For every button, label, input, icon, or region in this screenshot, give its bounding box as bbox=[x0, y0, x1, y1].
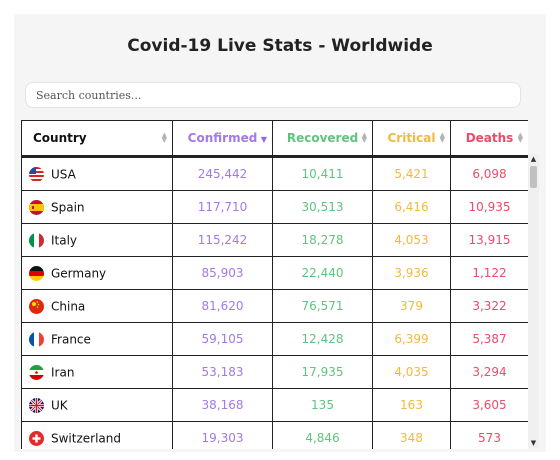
spain-flag-icon bbox=[29, 199, 44, 215]
iran-flag-icon bbox=[29, 364, 44, 380]
sort-icon: ▲ ▼ bbox=[517, 131, 523, 144]
column-header-label: Critical bbox=[387, 131, 436, 145]
column-header-label: Recovered bbox=[286, 131, 359, 145]
recovered-cell: 10,411 bbox=[272, 156, 373, 191]
recovered-cell: 135 bbox=[272, 388, 373, 422]
confirmed-cell: 19,303 bbox=[172, 421, 273, 449]
country-name: France bbox=[51, 332, 91, 346]
column-header-label: Country bbox=[33, 131, 87, 145]
table-row[interactable]: France 59,105 12,428 6,399 5,387 bbox=[21, 322, 528, 356]
column-header-recovered[interactable]: Recovered ▲ ▼ bbox=[272, 120, 373, 158]
stats-table: Country ▲ ▼ Confirmed ▼ Recovered ▲ ▼ Crit… bbox=[21, 120, 528, 449]
deaths-cell: 5,387 bbox=[450, 322, 528, 356]
country-cell: China bbox=[21, 289, 173, 323]
table-row[interactable]: Germany 85,903 22,440 3,936 1,122 bbox=[21, 256, 528, 290]
deaths-cell: 6,098 bbox=[450, 156, 528, 191]
critical-cell: 5,421 bbox=[372, 156, 451, 191]
column-header-country[interactable]: Country ▲ ▼ bbox=[21, 120, 173, 158]
table-header-row: Country ▲ ▼ Confirmed ▼ Recovered ▲ ▼ Crit… bbox=[21, 120, 528, 158]
confirmed-cell: 59,105 bbox=[172, 322, 273, 356]
country-name: UK bbox=[51, 398, 68, 412]
country-cell: Germany bbox=[21, 256, 173, 290]
confirmed-cell: 38,168 bbox=[172, 388, 273, 422]
country-cell: Switzerland bbox=[21, 421, 173, 449]
country-cell: UK bbox=[21, 388, 173, 422]
stats-panel: Covid-19 Live Stats - Worldwide Country … bbox=[14, 14, 546, 452]
country-name: USA bbox=[51, 167, 76, 181]
deaths-cell: 3,294 bbox=[450, 355, 528, 389]
germany-flag-icon bbox=[29, 265, 44, 281]
recovered-cell: 30,513 bbox=[272, 190, 373, 224]
column-header-label: Confirmed bbox=[187, 131, 258, 145]
recovered-cell: 4,846 bbox=[272, 421, 373, 449]
critical-cell: 4,053 bbox=[372, 223, 451, 257]
confirmed-cell: 115,242 bbox=[172, 223, 273, 257]
confirmed-cell: 53,183 bbox=[172, 355, 273, 389]
deaths-cell: 13,915 bbox=[450, 223, 528, 257]
table-row[interactable]: Switzerland 19,303 4,846 348 573 bbox=[21, 421, 528, 449]
column-header-deaths[interactable]: Deaths ▲ ▼ bbox=[450, 120, 528, 158]
stats-table-container: Country ▲ ▼ Confirmed ▼ Recovered ▲ ▼ Crit… bbox=[21, 120, 528, 449]
country-cell: Italy bbox=[21, 223, 173, 257]
country-cell: Spain bbox=[21, 190, 173, 224]
column-header-critical[interactable]: Critical ▲ ▼ bbox=[372, 120, 451, 158]
critical-cell: 6,416 bbox=[372, 190, 451, 224]
confirmed-cell: 81,620 bbox=[172, 289, 273, 323]
recovered-cell: 18,278 bbox=[272, 223, 373, 257]
page-title: Covid-19 Live Stats - Worldwide bbox=[127, 36, 433, 56]
critical-cell: 4,035 bbox=[372, 355, 451, 389]
sort-descending-icon: ▼ bbox=[260, 135, 267, 144]
confirmed-cell: 245,442 bbox=[172, 156, 273, 191]
country-name: Switzerland bbox=[51, 431, 121, 445]
country-name: China bbox=[51, 299, 86, 313]
deaths-cell: 1,122 bbox=[450, 256, 528, 290]
confirmed-cell: 85,903 bbox=[172, 256, 273, 290]
recovered-cell: 76,571 bbox=[272, 289, 373, 323]
scroll-down-arrow-icon[interactable]: ▼ bbox=[530, 439, 537, 447]
scroll-up-arrow-icon[interactable]: ▲ bbox=[530, 155, 537, 163]
critical-cell: 379 bbox=[372, 289, 451, 323]
table-row[interactable]: USA 245,442 10,411 5,421 6,098 bbox=[21, 156, 528, 191]
search-input[interactable] bbox=[25, 82, 521, 108]
uk-flag-icon bbox=[29, 397, 44, 413]
sort-icon: ▲ ▼ bbox=[161, 131, 167, 144]
critical-cell: 3,936 bbox=[372, 256, 451, 290]
country-cell: France bbox=[21, 322, 173, 356]
sort-icon: ▲ ▼ bbox=[361, 131, 367, 144]
table-scrollbar[interactable]: ▲ ▼ bbox=[528, 154, 539, 448]
critical-cell: 163 bbox=[372, 388, 451, 422]
deaths-cell: 3,605 bbox=[450, 388, 528, 422]
switzerland-flag-icon bbox=[29, 430, 44, 446]
table-row[interactable]: Iran 53,183 17,935 4,035 3,294 bbox=[21, 355, 528, 389]
usa-flag-icon bbox=[29, 166, 44, 182]
column-header-confirmed[interactable]: Confirmed ▼ bbox=[172, 120, 273, 158]
recovered-cell: 12,428 bbox=[272, 322, 373, 356]
recovered-cell: 22,440 bbox=[272, 256, 373, 290]
country-cell: USA bbox=[21, 156, 173, 191]
table-row[interactable]: Spain 117,710 30,513 6,416 10,935 bbox=[21, 190, 528, 224]
china-flag-icon bbox=[29, 298, 44, 314]
recovered-cell: 17,935 bbox=[272, 355, 373, 389]
deaths-cell: 3,322 bbox=[450, 289, 528, 323]
critical-cell: 348 bbox=[372, 421, 451, 449]
country-name: Iran bbox=[51, 365, 75, 379]
france-flag-icon bbox=[29, 331, 44, 347]
country-name: Italy bbox=[51, 233, 78, 247]
country-cell: Iran bbox=[21, 355, 173, 389]
deaths-cell: 10,935 bbox=[450, 190, 528, 224]
country-name: Germany bbox=[51, 266, 107, 280]
country-name: Spain bbox=[51, 200, 85, 214]
scrollbar-thumb[interactable] bbox=[530, 166, 537, 188]
confirmed-cell: 117,710 bbox=[172, 190, 273, 224]
table-row[interactable]: Italy 115,242 18,278 4,053 13,915 bbox=[21, 223, 528, 257]
italy-flag-icon bbox=[29, 232, 44, 248]
table-body: USA 245,442 10,411 5,421 6,098 Spain 117… bbox=[21, 156, 528, 449]
table-row[interactable]: China 81,620 76,571 379 3,322 bbox=[21, 289, 528, 323]
deaths-cell: 573 bbox=[450, 421, 528, 449]
table-row[interactable]: UK 38,168 135 163 3,605 bbox=[21, 388, 528, 422]
critical-cell: 6,399 bbox=[372, 322, 451, 356]
column-header-label: Deaths bbox=[465, 131, 514, 145]
sort-icon: ▲ ▼ bbox=[439, 131, 445, 144]
